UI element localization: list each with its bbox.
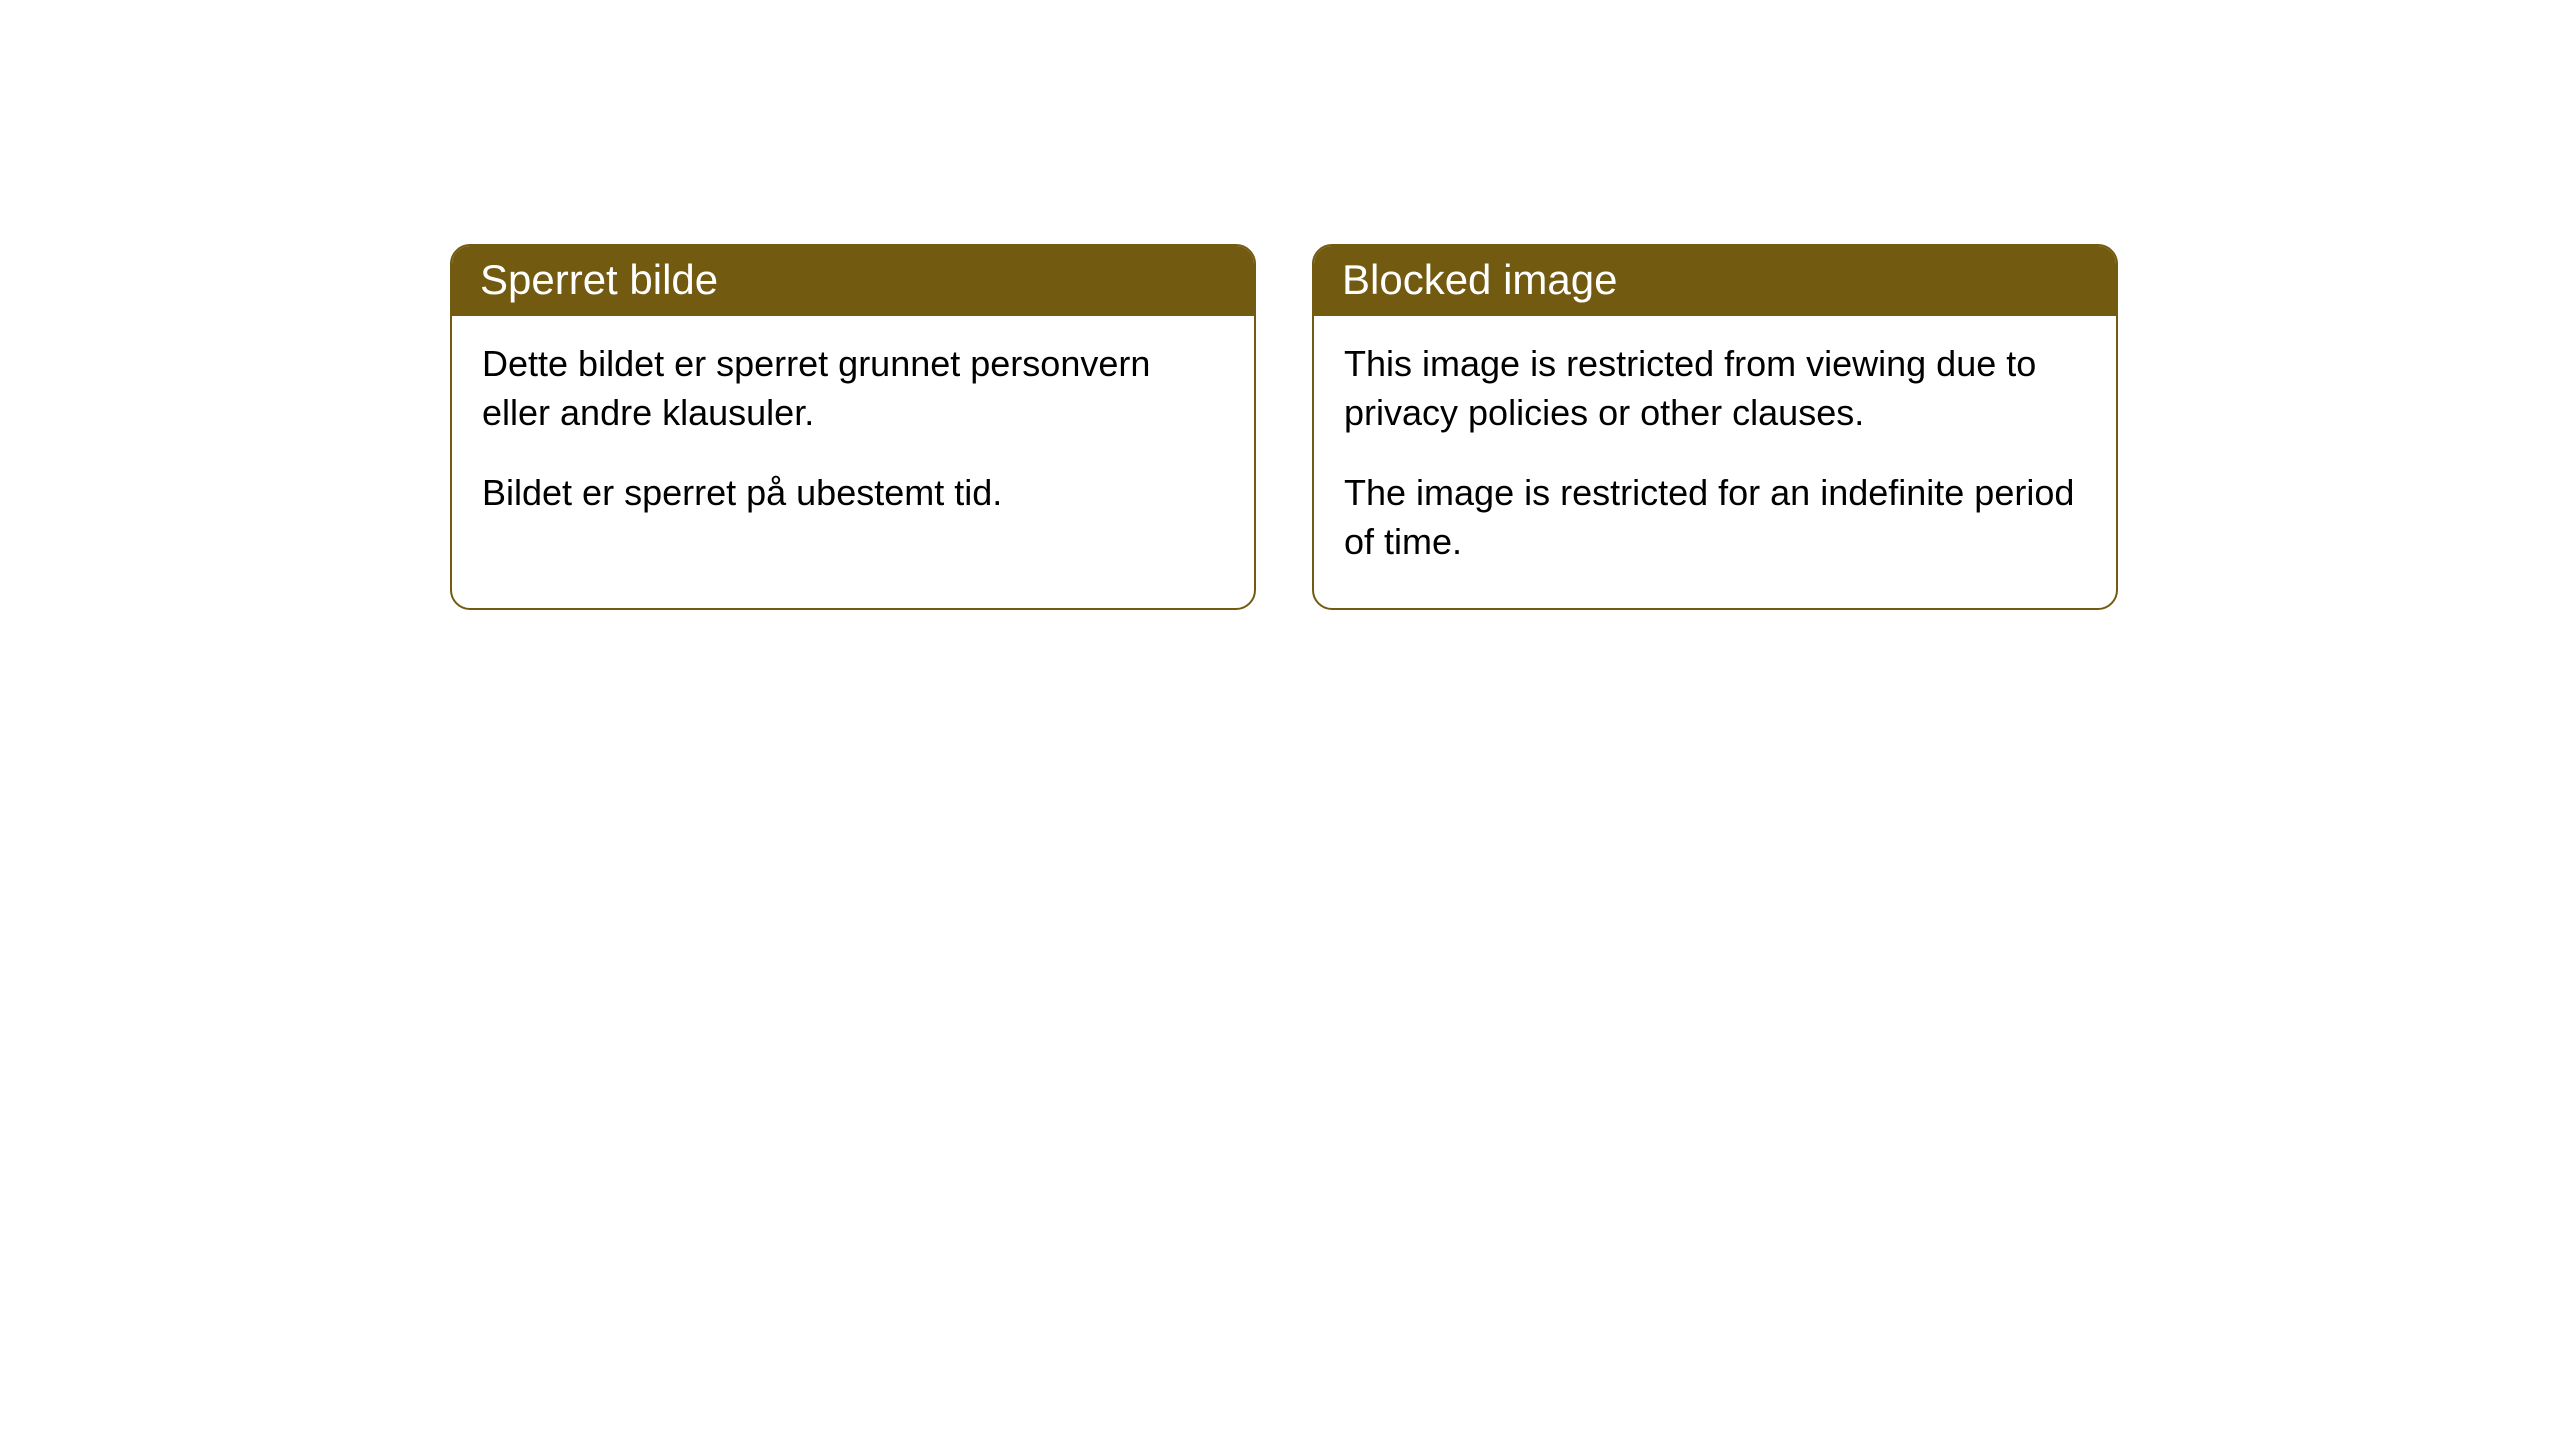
blocked-image-card-english: Blocked image This image is restricted f… (1312, 244, 2118, 610)
card-title: Sperret bilde (480, 256, 718, 303)
card-paragraph: The image is restricted for an indefinit… (1344, 469, 2086, 566)
card-paragraph: Dette bildet er sperret grunnet personve… (482, 340, 1224, 437)
card-body: This image is restricted from viewing du… (1314, 316, 2116, 608)
notice-container: Sperret bilde Dette bildet er sperret gr… (0, 0, 2560, 610)
card-body: Dette bildet er sperret grunnet personve… (452, 316, 1254, 560)
blocked-image-card-norwegian: Sperret bilde Dette bildet er sperret gr… (450, 244, 1256, 610)
card-title: Blocked image (1342, 256, 1617, 303)
card-header: Sperret bilde (452, 246, 1254, 316)
card-paragraph: This image is restricted from viewing du… (1344, 340, 2086, 437)
card-header: Blocked image (1314, 246, 2116, 316)
card-paragraph: Bildet er sperret på ubestemt tid. (482, 469, 1224, 518)
